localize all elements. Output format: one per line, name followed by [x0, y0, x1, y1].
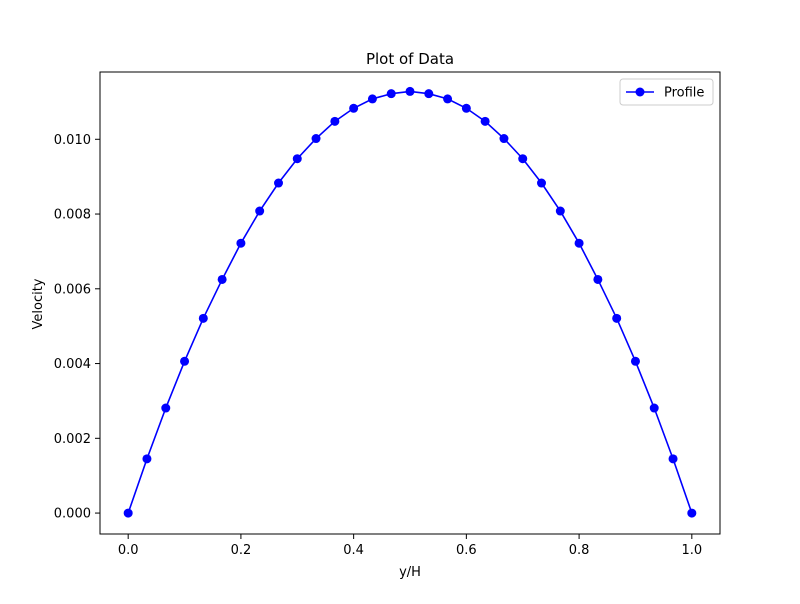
x-tick-label: 0.6 — [456, 543, 477, 558]
data-point — [161, 403, 171, 413]
data-point — [499, 134, 509, 144]
data-point — [687, 508, 697, 518]
y-tick-label: 0.002 — [54, 432, 91, 447]
data-point — [255, 206, 265, 216]
x-tick-label: 0.4 — [343, 543, 364, 558]
data-point — [536, 178, 546, 188]
y-tick-label: 0.004 — [54, 357, 91, 372]
data-point — [555, 206, 565, 216]
data-point — [217, 274, 227, 284]
data-point — [274, 178, 284, 188]
legend: Profile — [619, 78, 714, 106]
y-tick-label: 0.010 — [54, 133, 91, 148]
data-point — [198, 313, 208, 323]
x-tick-label: 0.8 — [569, 543, 590, 558]
data-point — [649, 403, 659, 413]
data-point — [630, 356, 640, 366]
y-tick-label: 0.008 — [54, 208, 91, 223]
chart-title: Plot of Data — [366, 50, 454, 68]
data-point — [236, 238, 246, 248]
legend-marker-swatch — [635, 87, 645, 97]
ticks-layer: 0.0 0.2 0.4 0.6 0.8 1.0 0.000 0.002 0.004 0.006 0.… — [54, 133, 702, 558]
data-point — [292, 154, 302, 164]
plot-area-frame — [99, 71, 721, 535]
data-point — [424, 89, 434, 99]
legend-label: Profile — [664, 86, 704, 101]
data-point — [386, 89, 396, 99]
data-point — [142, 454, 152, 464]
x-tick-label: 0.0 — [118, 543, 139, 558]
data-point — [367, 94, 377, 104]
x-tick-label: 0.2 — [231, 543, 252, 558]
x-tick-label: 1.0 — [681, 543, 702, 558]
data-point — [480, 116, 490, 126]
data-point — [349, 103, 359, 113]
y-tick-label: 0.006 — [54, 282, 91, 297]
legend-box — [619, 78, 714, 106]
data-point — [405, 86, 415, 96]
y-axis-label: Velocity — [31, 278, 46, 329]
data-point — [461, 103, 471, 113]
data-point — [123, 508, 133, 518]
data-point — [574, 238, 584, 248]
x-axis-label: y/H — [399, 565, 421, 580]
data-point — [518, 154, 528, 164]
data-point — [330, 116, 340, 126]
series-layer — [123, 86, 697, 518]
data-point — [443, 94, 453, 104]
data-point — [180, 356, 190, 366]
data-point — [612, 313, 622, 323]
data-point — [668, 454, 678, 464]
data-point — [593, 274, 603, 284]
data-point — [311, 134, 321, 144]
series-line-profile — [127, 90, 693, 514]
y-tick-label: 0.000 — [54, 507, 91, 522]
